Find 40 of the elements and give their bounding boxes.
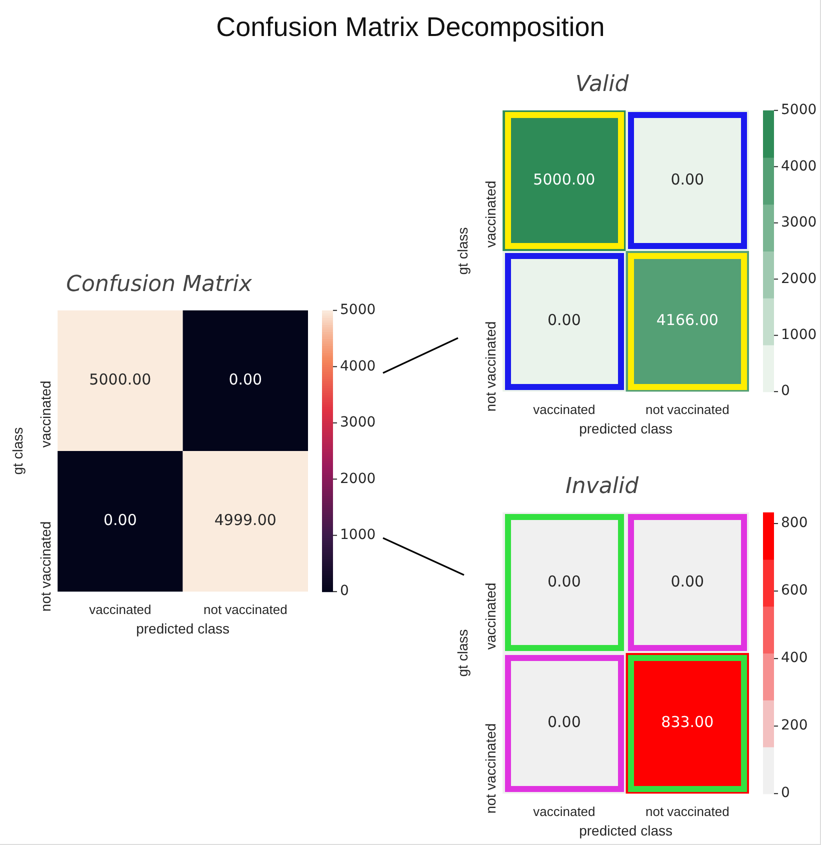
data-label: 833.00 [661,713,714,732]
data-label: 0.00 [547,713,581,732]
y-tick-label: vaccinated [482,180,498,248]
color-bar-label: 4000 [340,358,376,374]
data-label: 0.00 [670,572,704,591]
data-label: 0.00 [670,170,704,189]
color-bar-label: 3000 [340,414,376,431]
color-bar-label: 0 [340,583,349,600]
color-bar-label: 5000 [340,302,376,318]
data-label: 5000.00 [533,170,596,189]
color-bar-label: 5000 [781,102,817,118]
color-bar-label: 400 [781,650,808,666]
color-bar-label: 1000 [340,527,376,543]
color-bar-label: 600 [781,582,808,599]
data-label: 0.00 [547,311,581,330]
color-bar-label: 4000 [781,158,817,174]
color-bar-label: 2000 [340,470,376,487]
y-axis-title: gt class [454,227,470,275]
color-bar-label: 1000 [781,327,817,343]
y-axis-title: gt class [454,629,470,677]
data-label: 4999.00 [214,511,276,530]
data-label: 0.00 [547,572,581,591]
color-bar-label: 2000 [781,270,817,287]
x-axis-title: predicted class [136,620,230,636]
color-bar-label: 200 [781,718,808,734]
color-bar-label: 3000 [781,214,817,231]
color-bar-label: 800 [781,515,808,532]
color-bar-label: 0 [781,785,790,802]
text: Confusion Matrix Decomposition [215,12,606,43]
data-label: 0.00 [103,511,137,530]
y-axis-title: gt class [9,427,26,475]
color-bar-label: 0 [781,383,790,400]
data-label: 4166.00 [656,311,718,330]
chart-title: Confusion Matrix [66,272,253,297]
chart-title: Invalid [565,474,640,499]
data-label: 0.00 [228,370,262,389]
chart-title: Valid [575,72,630,97]
x-axis-title: predicted class [579,420,672,436]
data-label: 5000.00 [89,370,152,389]
x-axis-title: predicted class [579,822,672,838]
